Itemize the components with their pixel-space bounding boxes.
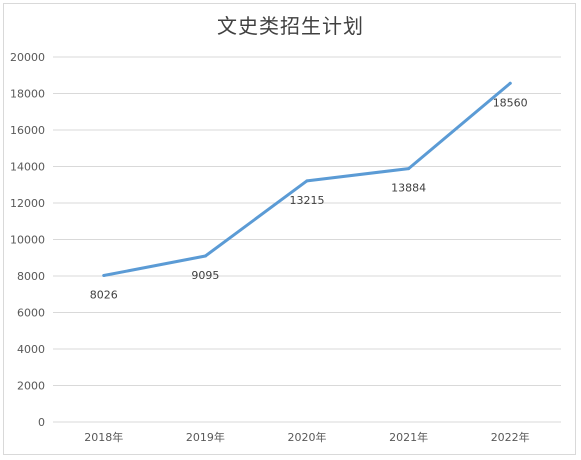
y-tick-label: 2000	[17, 380, 45, 393]
y-tick-label: 20000	[10, 51, 45, 64]
y-tick-label: 8000	[17, 270, 45, 283]
data-label: 9095	[191, 269, 219, 282]
y-tick-label: 16000	[10, 124, 45, 137]
y-tick-label: 12000	[10, 197, 45, 210]
data-label: 8026	[90, 289, 118, 302]
x-tick-label: 2018年	[84, 430, 123, 444]
data-point	[508, 81, 512, 85]
data-point	[203, 254, 207, 258]
y-tick-label: 14000	[10, 161, 45, 174]
y-tick-label: 4000	[17, 343, 45, 356]
y-tick-label: 0	[38, 416, 45, 429]
data-label: 13884	[391, 182, 426, 195]
x-tick-label: 2019年	[186, 430, 225, 444]
chart-title: 文史类招生计划	[217, 14, 364, 38]
x-tick-label: 2021年	[389, 430, 428, 444]
data-label: 18560	[493, 96, 528, 109]
data-label: 13215	[290, 194, 325, 207]
data-point	[305, 179, 309, 183]
y-tick-label: 18000	[10, 88, 45, 101]
x-tick-label: 2022年	[491, 430, 530, 444]
chart-frame	[3, 3, 576, 455]
y-tick-label: 6000	[17, 307, 45, 320]
x-tick-label: 2020年	[288, 430, 327, 444]
y-tick-label: 10000	[10, 234, 45, 247]
data-point	[407, 167, 411, 171]
data-point	[102, 274, 106, 278]
